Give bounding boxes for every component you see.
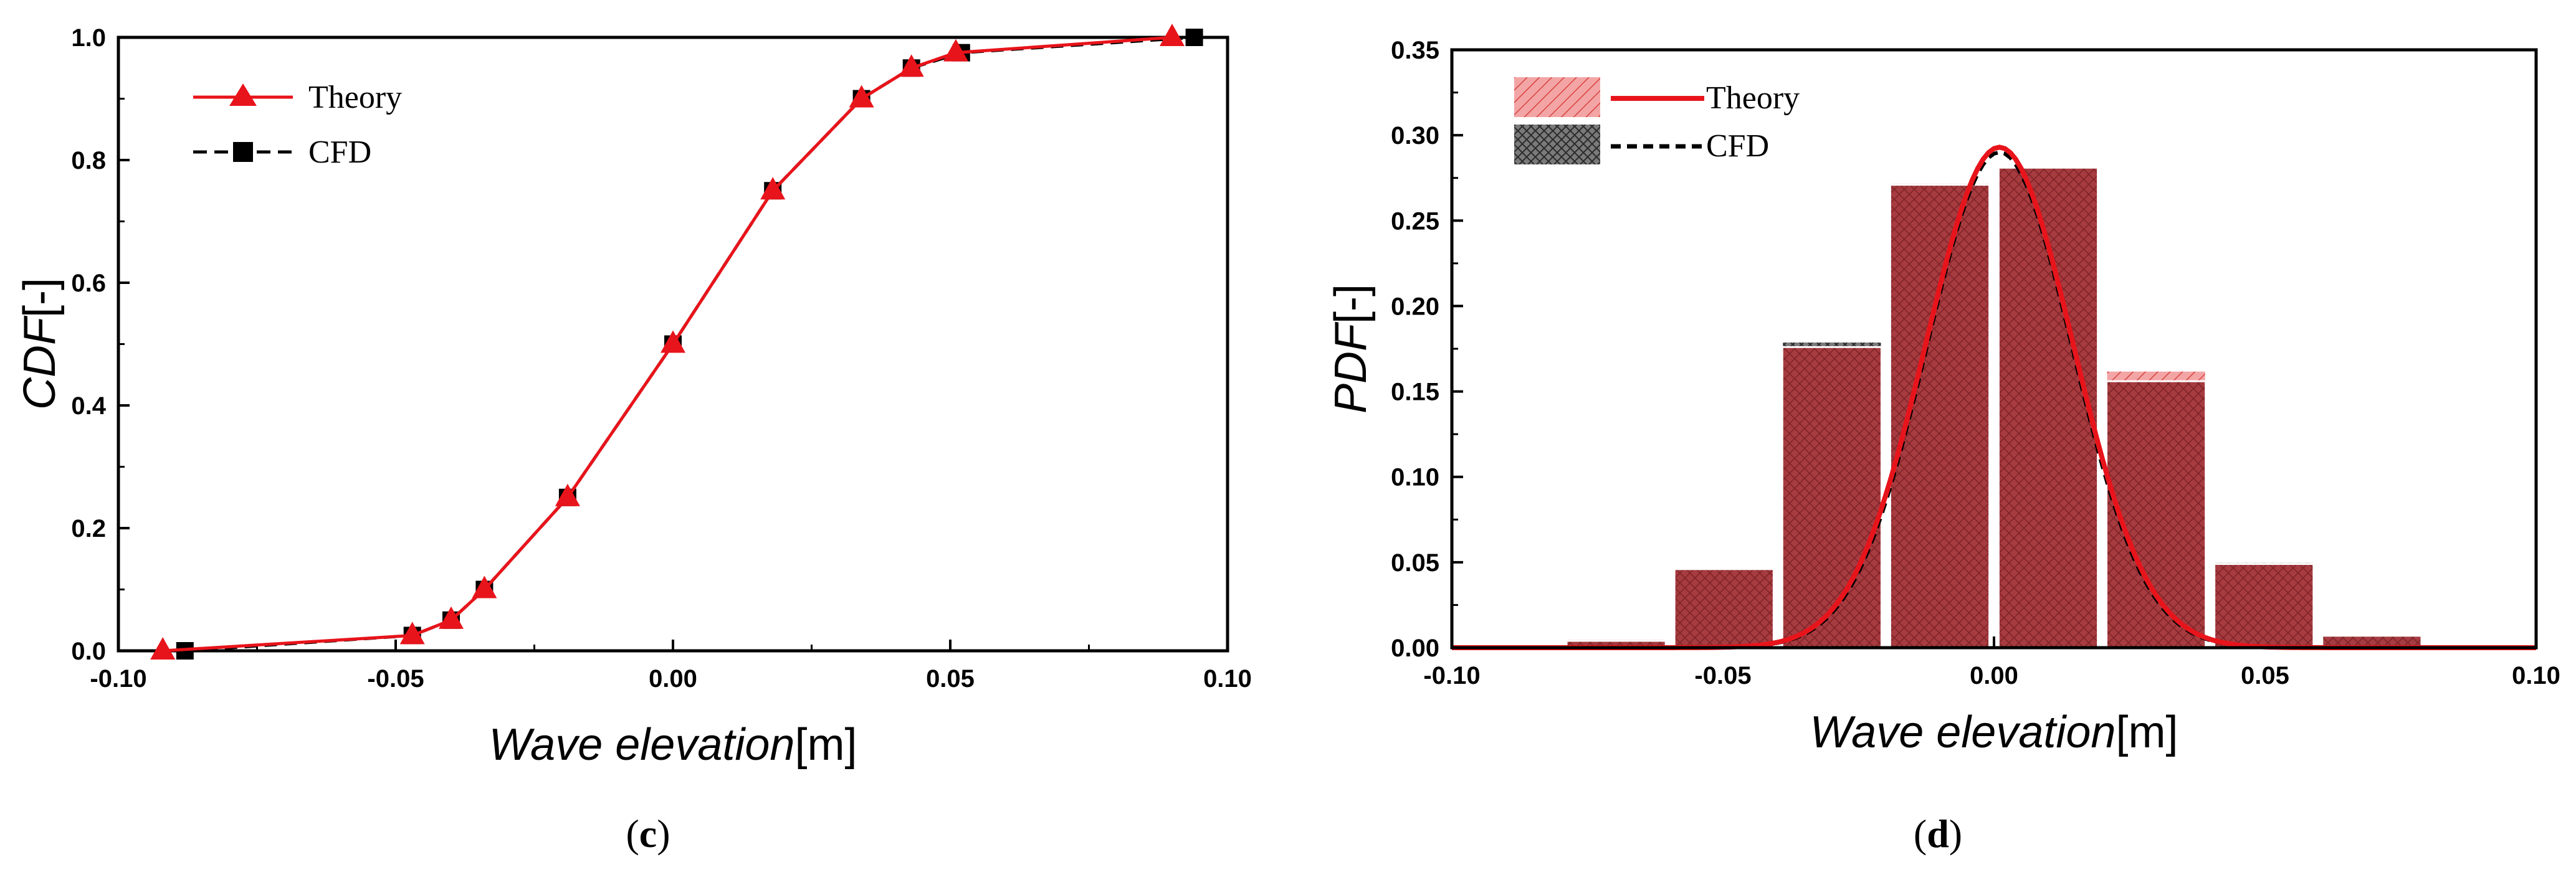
- pdf-curves: [1452, 144, 2536, 650]
- pdf-y-axis-title-var: PDF: [1326, 321, 1376, 414]
- cdf-y-tick-label: 0.6: [71, 270, 106, 297]
- cdf-y-axis-title-var: CDF: [15, 315, 65, 410]
- pdf-legend: Theory CFD: [1514, 77, 1800, 164]
- cdf-plot-frame: [117, 35, 1229, 653]
- cdf-y-axis-title: CDF[-]: [15, 278, 65, 410]
- cdf-point-theory: [760, 177, 786, 200]
- cdf-point-theory: [943, 39, 968, 62]
- cdf-point-theory: [399, 622, 425, 645]
- cdf-y-tick-label: 1.0: [71, 24, 106, 52]
- pdf-y-tick-label: 0.20: [1391, 293, 1439, 320]
- cdf-x-tick-label: 0.00: [649, 665, 697, 693]
- pdf-curve-theory: [1452, 144, 2536, 650]
- pdf-x-tick-label: 0.00: [1970, 662, 2018, 689]
- cdf-panel-letter: c: [639, 811, 657, 856]
- pdf-bar: [1673, 568, 1775, 649]
- cdf-y-tick-label: 0.2: [71, 515, 106, 542]
- pdf-legend-theory-swatch: [1514, 77, 1600, 117]
- pdf-y-axis-title-unit: [-]: [1326, 284, 1376, 324]
- cdf-point-cfd: [1185, 29, 1203, 46]
- pdf-x-tick-label: 0.05: [2241, 662, 2289, 689]
- pdf-y-tick-label: 0.35: [1391, 37, 1439, 64]
- cdf-x-tick-label: 0.05: [926, 665, 975, 693]
- pdf-bar: [2106, 380, 2207, 649]
- pdf-x-axis-title-var: Wave elevation: [1810, 707, 2116, 757]
- cdf-point-theory: [1160, 24, 1185, 46]
- cdf-y-tick-labels: 0.0 0.2 0.4 0.6 0.8 1.0: [71, 24, 106, 665]
- pdf-legend-cfd-label: CFD: [1706, 128, 1769, 164]
- pdf-y-tick-label: 0.10: [1391, 464, 1439, 491]
- pdf-y-tick-label: 0.05: [1391, 549, 1439, 577]
- cdf-chart: -0.10 -0.05 0.00 0.05 0.10 0.0 0.2 0.4 0.6 0.8 1.…: [15, 24, 1252, 856]
- pdf-x-tick-label: 0.10: [2512, 662, 2560, 689]
- pdf-y-tick-label: 0.15: [1391, 379, 1439, 406]
- cdf-x-tick-labels: -0.10 -0.05 0.00 0.05 0.10: [90, 665, 1252, 693]
- pdf-y-tick-label: 0.25: [1391, 207, 1439, 235]
- pdf-x-tick-label: -0.05: [1694, 662, 1751, 689]
- pdf-axis-ticks: [1451, 49, 2537, 649]
- cdf-point-theory: [661, 330, 685, 353]
- cdf-x-axis-title: Wave elevation[m]: [489, 720, 857, 770]
- cdf-point-theory: [899, 54, 924, 77]
- cdf-point-theory: [472, 575, 497, 598]
- cdf-x-tick-label: -0.05: [367, 665, 424, 693]
- cdf-x-axis-title-var: Wave elevation: [489, 720, 795, 770]
- pdf-x-axis-title: Wave elevation[m]: [1810, 707, 2178, 757]
- pdf-y-axis-title: PDF[-]: [1326, 284, 1376, 414]
- pdf-y-tick-labels: 0.00 0.05 0.10 0.15 0.20 0.25 0.30 0.35: [1391, 37, 1439, 662]
- cdf-legend-theory-marker: [229, 83, 257, 106]
- cdf-series: [150, 24, 1203, 660]
- cdf-point-theory: [439, 606, 464, 629]
- pdf-x-tick-labels: -0.10 -0.05 0.00 0.05 0.10: [1423, 662, 2560, 689]
- pdf-y-tick-label: 0.00: [1391, 635, 1439, 662]
- pdf-histogram-bars: [1457, 166, 2531, 649]
- cdf-legend-cfd-label: CFD: [308, 135, 371, 170]
- pdf-y-tick-label: 0.30: [1391, 122, 1439, 149]
- cdf-point-theory: [849, 85, 874, 108]
- pdf-bar: [1781, 346, 1882, 649]
- cdf-legend-cfd-marker: [233, 142, 253, 162]
- cdf-legend: Theory CFD: [193, 80, 402, 170]
- pdf-x-axis-title-unit: [m]: [2116, 707, 2178, 757]
- cdf-legend-theory-label: Theory: [308, 80, 402, 115]
- cdf-y-axis-title-unit: [-]: [15, 278, 65, 318]
- pdf-bar: [2213, 563, 2315, 649]
- pdf-panel-label: (d): [1914, 811, 1962, 856]
- pdf-chart: -0.10 -0.05 0.00 0.05 0.10 0.000.050.100.150…: [1326, 37, 2560, 856]
- pdf-bar-excess: [2106, 370, 2206, 382]
- cdf-panel-label: (c): [626, 811, 670, 856]
- cdf-y-tick-label: 0.4: [71, 392, 106, 420]
- pdf-legend-cfd-swatch: [1514, 125, 1600, 164]
- cdf-y-tick-label: 0.8: [71, 147, 106, 174]
- pdf-panel-letter: d: [1927, 811, 1949, 856]
- pdf-legend-theory-label: Theory: [1706, 80, 1800, 116]
- pdf-bar: [1889, 184, 1991, 649]
- cdf-point-theory: [555, 483, 580, 506]
- cdf-x-tick-label: -0.10: [90, 665, 146, 693]
- cdf-point-theory: [150, 637, 176, 660]
- cdf-x-tick-label: 0.10: [1203, 665, 1252, 693]
- cdf-y-tick-label: 0.0: [71, 638, 106, 665]
- pdf-x-tick-label: -0.10: [1423, 662, 1480, 689]
- pdf-curve-cfd: [1452, 150, 2536, 650]
- pdf-plot-frame: [1450, 48, 2538, 650]
- cdf-line-cfd: [184, 35, 1195, 653]
- cdf-x-axis-title-unit: [m]: [794, 720, 857, 770]
